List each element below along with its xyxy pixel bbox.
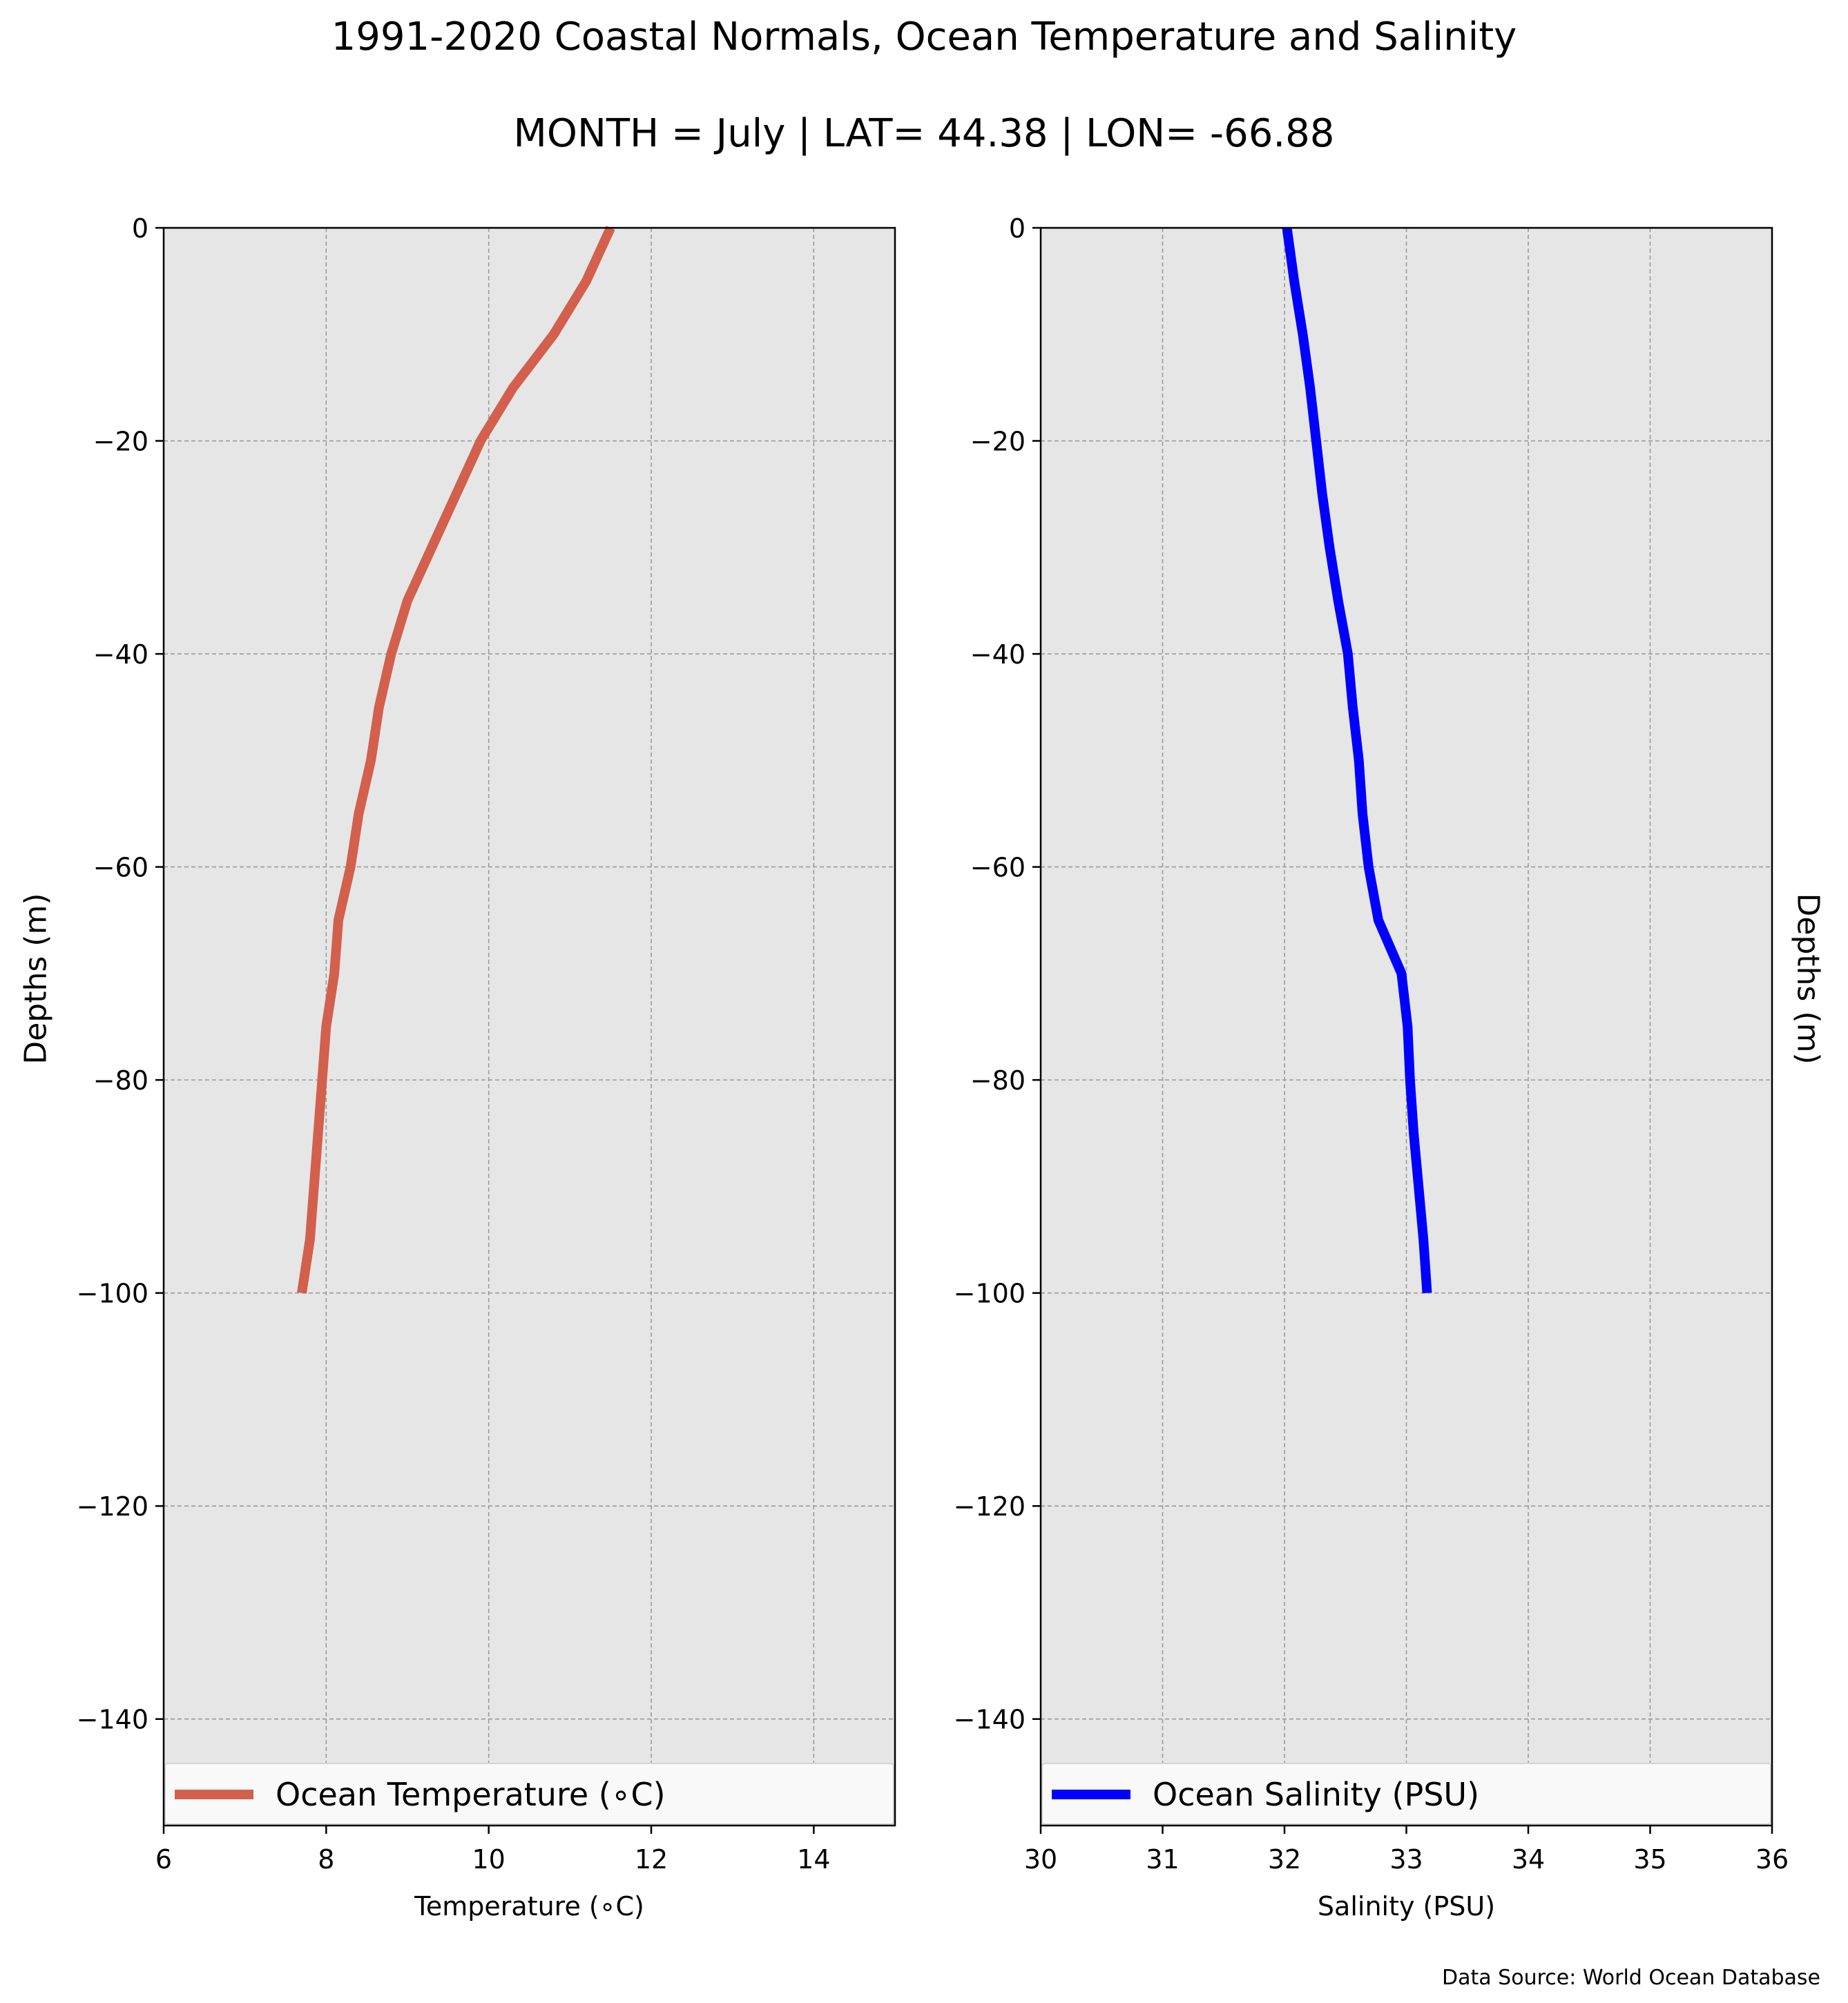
- temperature-y-tick-label: −40: [93, 639, 148, 670]
- salinity-panel: Ocean Salinity (PSU) 30 31 32 33 34 35 36 0 −20 −4…: [954, 213, 1826, 1922]
- temperature-panel: Ocean Temperature (∘C) 6 8 10 12 14 0 −20 −40 −60…: [19, 213, 896, 1922]
- salinity-x-tick-label: 34: [1512, 1844, 1545, 1875]
- temperature-x-tick-label: 12: [635, 1844, 668, 1875]
- chart-subtitle: MONTH = July | LAT= 44.38 | LON= -66.88: [514, 111, 1335, 156]
- salinity-series-line: [1282, 227, 1432, 1294]
- temperature-y-tick-label: −120: [77, 1491, 148, 1522]
- temperature-y-axis-label: Depths (m): [19, 893, 54, 1065]
- temperature-y-tick-label: −80: [93, 1065, 148, 1096]
- salinity-y-tick-label: −40: [970, 639, 1026, 670]
- salinity-y-axis-label: Depths (m): [1791, 893, 1826, 1065]
- temperature-legend: [164, 1763, 894, 1825]
- temperature-legend-label: Ocean Temperature (∘C): [276, 1776, 666, 1813]
- temperature-series-line: [297, 226, 615, 1294]
- salinity-x-tick-label: 30: [1024, 1844, 1057, 1875]
- salinity-x-tick-label: 36: [1755, 1844, 1789, 1875]
- temperature-x-tick-label: 8: [318, 1844, 334, 1875]
- salinity-legend-label: Ocean Salinity (PSU): [1153, 1776, 1479, 1813]
- salinity-y-tick-label: −60: [970, 853, 1026, 883]
- temperature-plot-area: [164, 228, 895, 1826]
- temperature-y-tick-label: −60: [93, 853, 148, 883]
- salinity-x-axis-label: Salinity (PSU): [1318, 1891, 1495, 1922]
- temperature-y-tick-label: −100: [77, 1279, 148, 1309]
- salinity-x-tick-label: 33: [1389, 1844, 1423, 1875]
- salinity-y-tick-label: 0: [1009, 213, 1026, 244]
- data-source-note: Data Source: World Ocean Database: [1442, 1966, 1820, 1990]
- salinity-y-tick-label: −120: [954, 1491, 1026, 1522]
- temperature-x-tick-label: 10: [472, 1844, 505, 1875]
- salinity-y-tick-label: −20: [970, 427, 1026, 457]
- chart-title: 1991-2020 Coastal Normals, Ocean Tempera…: [331, 14, 1517, 59]
- salinity-y-tick-label: −140: [954, 1705, 1026, 1735]
- temperature-x-axis-label: Temperature (∘C): [414, 1891, 644, 1922]
- temperature-y-tick-label: 0: [132, 213, 148, 244]
- temperature-y-tick-label: −20: [93, 427, 148, 457]
- temperature-x-tick-label: 14: [797, 1844, 830, 1875]
- salinity-y-tick-label: −80: [970, 1065, 1026, 1096]
- salinity-legend: [1041, 1763, 1771, 1825]
- temperature-x-tick-label: 6: [155, 1844, 172, 1875]
- salinity-x-tick-label: 32: [1268, 1844, 1301, 1875]
- salinity-y-tick-label: −100: [954, 1279, 1026, 1309]
- salinity-x-tick-label: 35: [1633, 1844, 1666, 1875]
- salinity-x-tick-label: 31: [1146, 1844, 1179, 1875]
- temperature-axes-frame: [162, 226, 896, 1827]
- temperature-y-tick-label: −140: [77, 1705, 148, 1735]
